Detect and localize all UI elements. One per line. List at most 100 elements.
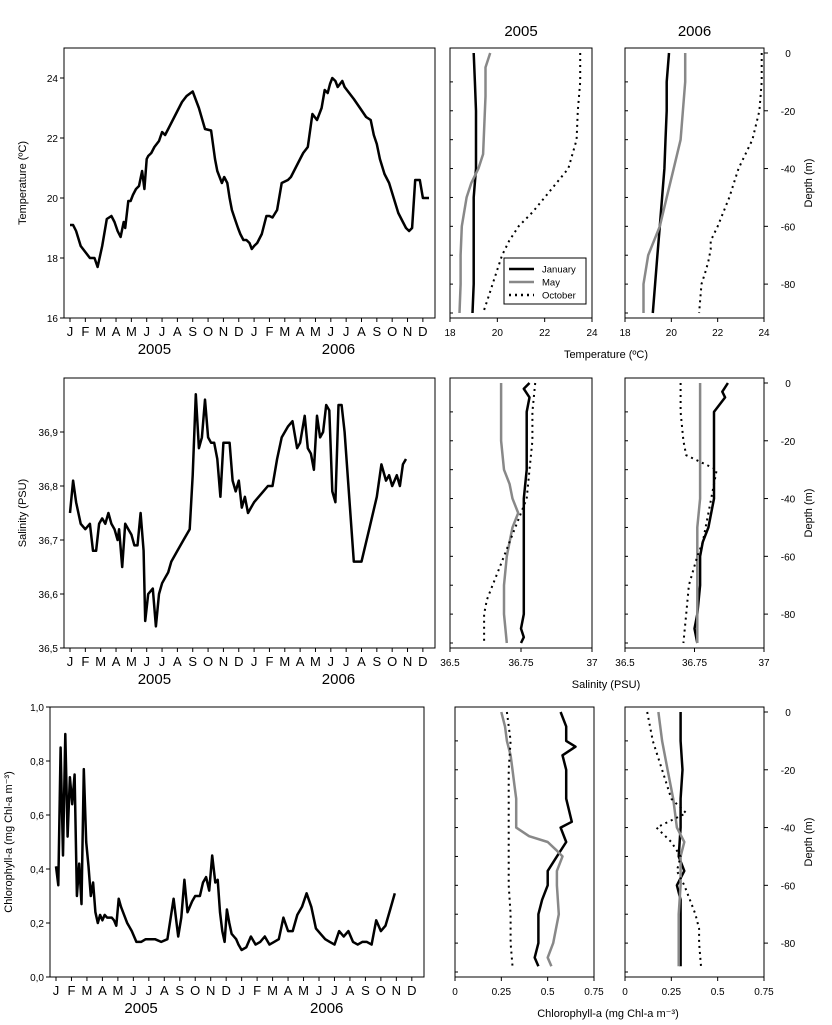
month-label: M xyxy=(126,324,137,339)
year-label: 2006 xyxy=(310,1000,343,1017)
depth-tick-label: -20 xyxy=(781,766,796,777)
month-label: D xyxy=(234,324,243,339)
y-tick-label: 16 xyxy=(47,314,59,325)
plot-frame xyxy=(449,47,593,319)
profile-line-october xyxy=(646,711,702,967)
month-label: O xyxy=(203,324,213,339)
year-label: 2006 xyxy=(322,671,355,688)
x-tick-label: 0.25 xyxy=(662,987,682,998)
plot-frame xyxy=(49,706,425,978)
sal_2005-panel: 36.5 36.75 37 xyxy=(440,377,598,669)
chl_2006-panel: 0 0.25 0.5 0.75 0 -20 -40 -60 -80 Depth (m) xyxy=(622,706,815,998)
month-label: O xyxy=(387,324,397,339)
depth-tick-label: -40 xyxy=(781,824,796,835)
y-tick-label: 22 xyxy=(47,134,59,145)
x-tick-label: 0.5 xyxy=(711,987,725,998)
panel-title: 2005 xyxy=(504,23,537,40)
legend-label: October xyxy=(542,291,576,302)
month-label: M xyxy=(126,654,137,669)
plot-frame xyxy=(624,47,765,319)
month-label: M xyxy=(95,324,106,339)
month-label: A xyxy=(112,324,121,339)
month-label: J xyxy=(316,983,323,998)
y-tick-label: 36,7 xyxy=(39,536,59,547)
month-label: O xyxy=(203,654,213,669)
y-tick-label: 36,5 xyxy=(39,644,59,655)
y-tick-label: 0,2 xyxy=(30,919,44,930)
month-label: J xyxy=(143,324,150,339)
sal-profile-x-label: Salinity (PSU) xyxy=(572,679,640,691)
profile-line-may xyxy=(458,52,492,314)
profile-line-january xyxy=(471,52,478,314)
month-label: N xyxy=(392,983,401,998)
depth-tick-label: 0 xyxy=(785,708,791,719)
profile-line-january xyxy=(651,52,671,314)
year-label: 2005 xyxy=(138,671,171,688)
sal_2006-panel: 36.5 36.75 37 0 -20 -40 -60 -80 Depth (m) xyxy=(615,377,815,669)
plot-frame xyxy=(454,706,595,978)
y-tick-label: 36,6 xyxy=(39,590,59,601)
month-label: M xyxy=(95,654,106,669)
month-label: S xyxy=(175,983,184,998)
month-label: D xyxy=(234,654,243,669)
profile-line-october xyxy=(698,53,763,314)
month-label: J xyxy=(53,983,60,998)
month-label: A xyxy=(98,983,107,998)
temp_2006-panel: 18 20 22 24 0 -20 -40 -60 -80 Depth (m) 2006 xyxy=(619,23,815,339)
month-label: J xyxy=(343,654,350,669)
month-label: A xyxy=(284,983,293,998)
month-label: N xyxy=(219,324,228,339)
month-label: J xyxy=(331,983,338,998)
month-label: J xyxy=(343,324,350,339)
depth-tick-label: -80 xyxy=(781,939,796,950)
depth-axis-label: Depth (m) xyxy=(803,159,815,208)
x-tick-label: 24 xyxy=(586,328,598,339)
month-label: A xyxy=(346,983,355,998)
temp_2005-panel: 18 20 22 24 2005 xyxy=(444,23,598,339)
x-tick-label: 18 xyxy=(619,328,631,339)
month-label: N xyxy=(206,983,215,998)
x-tick-label: 37 xyxy=(586,658,598,669)
plot-frame xyxy=(63,377,436,649)
plot-frame xyxy=(63,47,436,319)
x-tick-label: 0.75 xyxy=(754,987,774,998)
month-label: O xyxy=(190,983,200,998)
plot-frame xyxy=(624,706,765,978)
profile-line-january xyxy=(533,711,577,967)
month-label: M xyxy=(310,654,321,669)
month-label: J xyxy=(159,324,166,339)
month-label: A xyxy=(160,983,169,998)
month-label: F xyxy=(265,654,273,669)
profile-line-january xyxy=(519,382,531,644)
depth-tick-label: 0 xyxy=(785,379,791,390)
series-line xyxy=(54,732,397,952)
y-tick-label: 1,0 xyxy=(30,703,44,714)
profile-line-october xyxy=(679,383,718,644)
depth-tick-label: 0 xyxy=(785,49,791,60)
profile-line-may xyxy=(499,383,520,644)
year-label: 2005 xyxy=(124,1000,157,1017)
profile-line-october xyxy=(483,382,537,643)
chl_ts-panel: 0,00,20,40,60,81,0J F M A M J J A S O N D J F M A M J J A S O… xyxy=(3,703,425,1017)
month-label: F xyxy=(81,654,89,669)
month-label: J xyxy=(67,654,74,669)
year-label: 2006 xyxy=(322,341,355,358)
month-label: N xyxy=(403,654,412,669)
month-label: M xyxy=(310,324,321,339)
depth-tick-label: -60 xyxy=(781,552,796,563)
month-label: J xyxy=(238,983,245,998)
x-tick-label: 36.5 xyxy=(615,658,635,669)
month-label: J xyxy=(251,324,258,339)
profile-line-may xyxy=(500,711,564,967)
x-tick-label: 0 xyxy=(452,987,458,998)
series-line xyxy=(70,76,429,269)
month-label: A xyxy=(296,324,305,339)
legend-label: May xyxy=(542,278,560,289)
month-label: S xyxy=(188,654,197,669)
x-tick-label: 0.5 xyxy=(541,987,555,998)
month-label: F xyxy=(265,324,273,339)
y-tick-label: 0,6 xyxy=(30,811,44,822)
plot-frame xyxy=(449,377,593,649)
x-tick-label: 20 xyxy=(492,328,504,339)
depth-tick-label: -60 xyxy=(781,881,796,892)
